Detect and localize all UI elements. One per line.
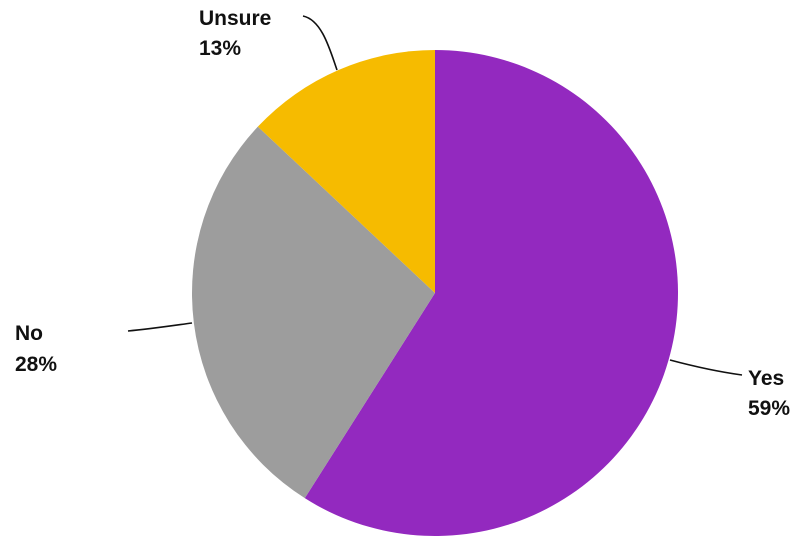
slice-label-yes-name: Yes [748,367,784,390]
slice-label-unsure-name: Unsure [199,7,271,30]
leader-line-yes [669,359,743,376]
leader-lines [127,15,743,376]
slice-label-yes-value: 59% [748,397,790,420]
leader-line-unsure [302,15,338,71]
pie-slices [192,50,678,537]
pie-slice-no [192,126,435,499]
pie-slice-unsure [257,50,435,293]
slice-label-no-value: 28% [15,353,57,376]
leader-line-no [127,322,193,332]
pie-slice-yes [304,50,678,537]
slice-label-no-name: No [15,322,43,345]
slice-label-unsure-value: 13% [199,37,241,60]
